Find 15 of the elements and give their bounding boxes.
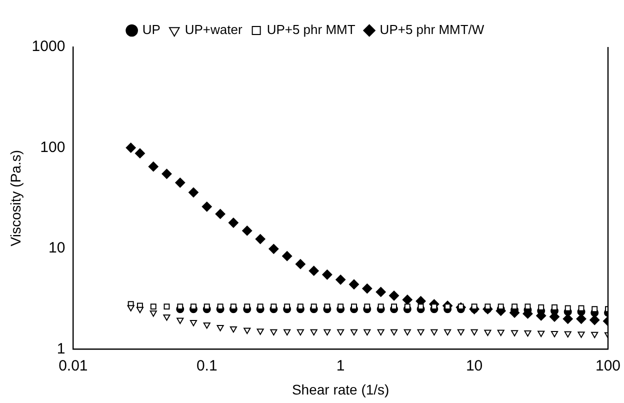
- x-tick-label: 0.01: [58, 357, 88, 374]
- x-tick-label: 0.1: [196, 357, 218, 374]
- legend-label: UP+5 phr MMT: [266, 22, 356, 38]
- y-tick-label: 100: [40, 138, 66, 156]
- x-tick-label: 1: [336, 357, 345, 374]
- y-axis-title: Viscosity (Pa.s): [7, 150, 24, 246]
- legend-label: UP: [142, 22, 160, 38]
- legend-label: UP+5 phr MMT/W: [380, 22, 485, 38]
- y-tick-label: 1: [56, 340, 66, 358]
- x-axis-title: Shear rate (1/s): [292, 381, 390, 398]
- y-tick-label: 1000: [32, 38, 66, 56]
- legend-label: UP+water: [184, 22, 243, 38]
- x-tick-label: 100: [595, 357, 621, 374]
- y-tick-label: 10: [48, 240, 66, 257]
- x-tick-label: 10: [466, 357, 483, 374]
